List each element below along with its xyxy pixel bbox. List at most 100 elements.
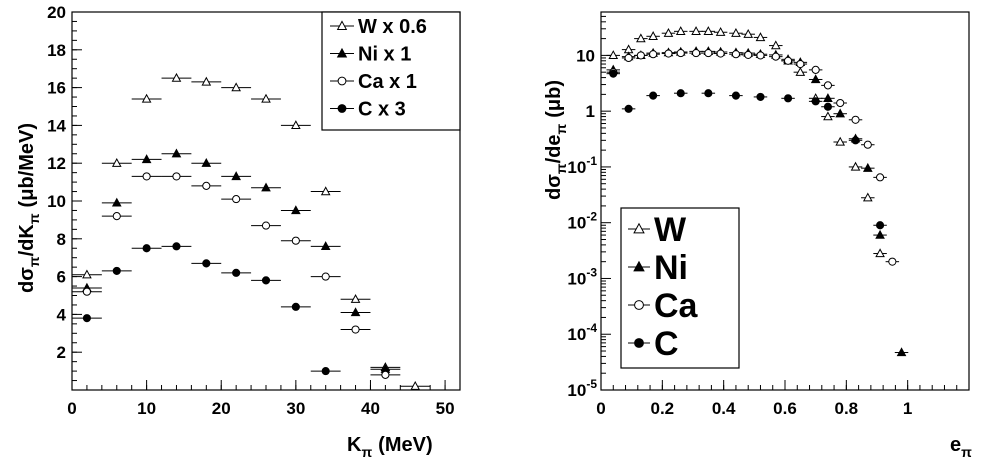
left-legend: W x 0.6 Ni x 1 Ca x 1 C x 3	[321, 11, 461, 131]
right-x-tick-label: 0	[596, 399, 605, 418]
right-y-label-sub1: π	[553, 163, 569, 174]
left-y-tick-label: 8	[57, 230, 66, 249]
left-x-tick-label: 20	[212, 399, 231, 418]
right-y-axis-label: dσπ/deπ(μb)	[543, 80, 569, 200]
right-data-point	[823, 93, 833, 102]
left-legend-label: W x 0.6	[358, 16, 427, 38]
left-y-tick-label: 6	[57, 268, 66, 287]
left-data-point	[350, 307, 361, 317]
right-data-point	[811, 97, 820, 106]
right-legend-label: Ca	[654, 287, 699, 325]
left-y-label-sub1: π	[26, 256, 42, 267]
left-x-tick-label: 40	[361, 399, 380, 418]
right-data-point	[875, 173, 885, 182]
right-data-point	[636, 51, 645, 60]
left-data-point	[321, 272, 330, 281]
right-data-point	[676, 49, 685, 58]
right-data-point	[888, 257, 897, 266]
right-data-point	[875, 229, 885, 239]
right-data-point	[648, 31, 658, 40]
right-data-point	[731, 27, 741, 37]
right-data-point	[624, 53, 633, 63]
left-legend-marker	[336, 47, 348, 58]
left-data-point	[350, 294, 361, 303]
left-legend-label: Ca x 1	[358, 71, 417, 93]
left-legend-label: Ni x 1	[358, 44, 411, 66]
left-x-axis-label: Kπ (MeV)	[347, 434, 433, 460]
right-y-label-sub2: π	[553, 123, 569, 134]
right-data-point	[663, 27, 674, 37]
left-x-tick-label: 30	[286, 399, 305, 418]
left-y-tick-label: 4	[57, 305, 67, 324]
right-y-tick-label: 10-3	[567, 265, 597, 288]
left-data-point	[141, 93, 152, 103]
left-data-point	[351, 325, 360, 334]
right-legend-label: C	[654, 325, 679, 363]
left-data-point	[112, 212, 121, 221]
left-data-point	[320, 186, 331, 196]
right-x-label-sub: π	[961, 444, 972, 460]
left-data-point	[142, 244, 151, 253]
right-data-point	[835, 108, 846, 118]
right-data-point	[835, 136, 846, 146]
right-y-tick-label: 10-5	[567, 377, 597, 400]
right-y-label-unit: (μb)	[543, 80, 565, 118]
right-y-tick-label: 10-1	[567, 154, 597, 177]
left-data-point	[232, 268, 241, 277]
right-data-point	[744, 50, 753, 59]
right-data-point	[796, 59, 805, 69]
left-axis-ticks: 0 10 20 30 40 50 2 4 6 8 10 12 14 16 18 20	[47, 3, 461, 418]
right-data-point	[716, 49, 725, 58]
right-data-point	[810, 74, 821, 84]
right-data-point	[823, 81, 833, 90]
left-series-2	[72, 172, 401, 379]
right-data-point	[691, 26, 701, 35]
left-legend-marker	[337, 104, 347, 113]
right-data-point	[756, 92, 765, 101]
left-data-point	[291, 205, 301, 215]
left-y-tick-label: 18	[47, 41, 66, 60]
left-data-point	[82, 269, 92, 279]
left-data-point	[291, 236, 300, 245]
right-axis-ticks: 0 0.2 0.4 0.6 0.8 1 10-5 10-4 10-3 10-2 10-1 1 10	[567, 11, 970, 418]
right-data-point	[703, 26, 714, 35]
right-y-tick-label: 10-4	[567, 321, 597, 344]
right-y-tick-label: 10-2	[567, 210, 597, 233]
left-legend-label: C x 3	[358, 99, 406, 121]
left-x-tick-label: 50	[436, 399, 455, 418]
right-legend-marker	[634, 300, 644, 310]
left-data-point	[202, 259, 211, 268]
left-data-point	[261, 221, 271, 230]
right-data-point	[676, 89, 685, 98]
right-y-tick-label: 10	[576, 46, 595, 65]
left-data-point	[321, 367, 330, 376]
right-data-point	[649, 50, 658, 59]
left-x-tick-label: 0	[67, 399, 76, 418]
left-data-point	[291, 120, 301, 130]
right-data-point	[704, 49, 713, 58]
right-data-point	[704, 89, 713, 98]
right-x-tick-label: 0.4	[712, 399, 736, 418]
right-data-point	[851, 136, 860, 145]
right-data-point	[811, 65, 820, 74]
left-data-point	[201, 157, 212, 167]
right-data-point	[823, 102, 833, 111]
right-data-point	[850, 161, 861, 171]
right-data-marks	[606, 26, 909, 357]
left-data-point	[202, 181, 211, 190]
right-data-point	[851, 115, 860, 124]
right-data-point	[770, 40, 781, 50]
left-data-point	[82, 287, 91, 296]
right-data-point	[755, 32, 766, 42]
left-series-1	[72, 148, 401, 373]
left-y-label-unit: (μb/MeV)	[16, 123, 38, 207]
left-data-point	[261, 93, 271, 103]
right-x-tick-label: 0.2	[651, 399, 675, 418]
left-x-label-sub: π	[361, 444, 372, 460]
right-data-point	[756, 51, 765, 60]
right-data-point	[743, 28, 754, 38]
left-data-point	[231, 171, 241, 181]
left-data-point	[171, 72, 182, 82]
